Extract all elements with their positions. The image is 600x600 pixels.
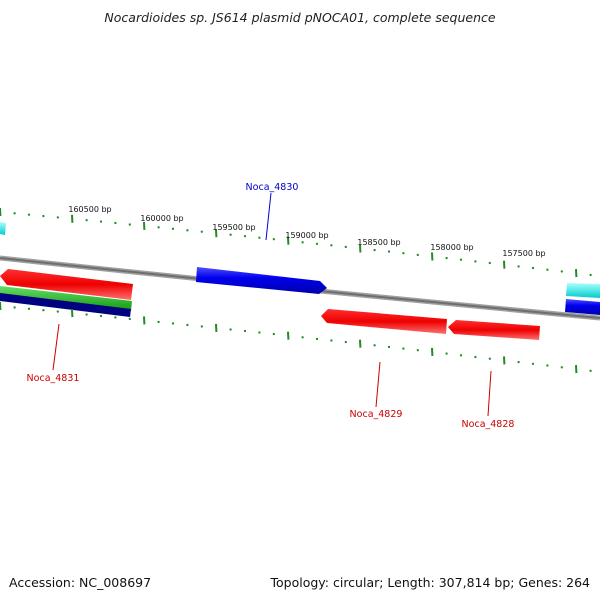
gene-label-noca-4831[interactable]: Noca_4831 — [27, 373, 80, 384]
outer-scale-ticks — [0, 207, 592, 278]
gene-label-noca-4830[interactable]: Noca_4830 — [246, 182, 299, 193]
green-feature[interactable] — [0, 286, 132, 311]
gene-noca-4828[interactable] — [448, 320, 540, 340]
scale-label: 158000 bp — [430, 243, 473, 252]
gene-label-noca-4829[interactable]: Noca_4829 — [350, 409, 403, 420]
label-leader-noca-4829 — [375, 361, 381, 408]
accession-text: Accession: NC_008697 — [9, 575, 151, 590]
cyan-feature-left[interactable] — [0, 222, 6, 235]
gene-noca-4829[interactable] — [321, 309, 447, 334]
scale-label: 160000 bp — [140, 214, 183, 223]
label-leader-noca-4828 — [487, 370, 492, 417]
scale-label: 159500 bp — [212, 223, 255, 232]
map-title: Nocardioides sp. JS614 plasmid pNOCA01, … — [104, 10, 495, 25]
inner-scale-ticks — [0, 301, 592, 374]
navy-feature[interactable] — [0, 293, 131, 317]
label-leader-noca-4831 — [52, 323, 60, 371]
label-leader-noca-4830 — [265, 192, 272, 241]
gene-label-noca-4828[interactable]: Noca_4828 — [462, 419, 515, 430]
scale-labels: 160500 bp 160000 bp 159500 bp 159000 bp … — [68, 205, 545, 258]
gene-noca-4831[interactable] — [0, 269, 133, 300]
sequence-summary-text: Topology: circular; Length: 307,814 bp; … — [270, 575, 591, 590]
scale-label: 158500 bp — [357, 238, 400, 247]
scale-label: 157500 bp — [502, 249, 545, 258]
scale-label: 160500 bp — [68, 205, 111, 214]
blue-feature-right[interactable] — [565, 299, 600, 315]
scale-label: 159000 bp — [285, 231, 328, 240]
gene-noca-4830[interactable] — [196, 267, 327, 294]
cyan-feature-right[interactable] — [566, 283, 600, 298]
